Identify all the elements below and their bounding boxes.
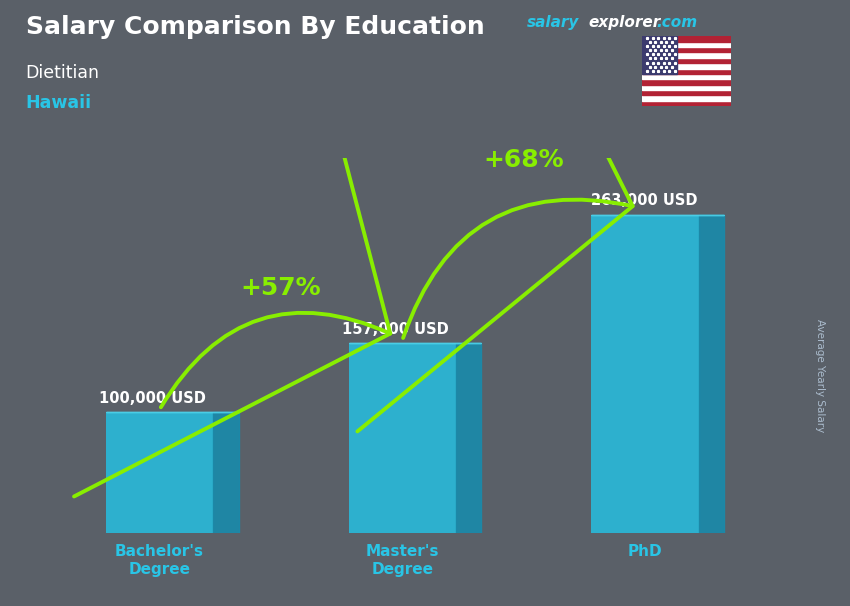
Bar <box>642 63 731 68</box>
Bar <box>642 95 731 101</box>
Bar <box>642 90 731 95</box>
Text: 157,000 USD: 157,000 USD <box>343 322 449 337</box>
Bar <box>642 42 731 47</box>
FancyBboxPatch shape <box>106 412 213 533</box>
Text: +68%: +68% <box>484 148 564 172</box>
Bar <box>642 36 731 42</box>
FancyBboxPatch shape <box>348 343 456 533</box>
Polygon shape <box>699 215 724 533</box>
FancyArrowPatch shape <box>74 0 390 496</box>
Bar <box>642 68 731 74</box>
Text: Hawaii: Hawaii <box>26 94 92 112</box>
Bar <box>642 101 731 106</box>
Bar <box>642 36 677 74</box>
Bar <box>642 47 731 53</box>
Bar <box>642 85 731 90</box>
Polygon shape <box>456 343 481 533</box>
Text: .com: .com <box>656 15 697 30</box>
Text: Dietitian: Dietitian <box>26 64 99 82</box>
Text: salary: salary <box>527 15 580 30</box>
Text: +57%: +57% <box>241 276 321 301</box>
Text: Salary Comparison By Education: Salary Comparison By Education <box>26 15 484 39</box>
Polygon shape <box>213 412 239 533</box>
FancyArrowPatch shape <box>357 0 632 431</box>
Bar <box>642 74 731 79</box>
Text: 263,000 USD: 263,000 USD <box>591 193 697 208</box>
Bar <box>642 79 731 85</box>
Bar <box>642 53 731 58</box>
Text: Average Yearly Salary: Average Yearly Salary <box>815 319 825 432</box>
Text: explorer: explorer <box>588 15 660 30</box>
Bar <box>642 58 731 63</box>
Text: 100,000 USD: 100,000 USD <box>99 391 207 406</box>
FancyBboxPatch shape <box>592 215 699 533</box>
